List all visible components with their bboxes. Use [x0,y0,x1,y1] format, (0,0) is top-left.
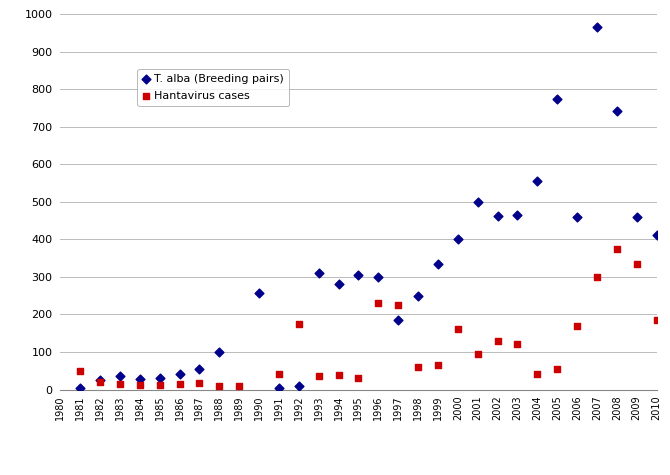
Hantavirus cases [452,326,463,333]
T. alba (Breeding pairs) [552,95,563,103]
Hantavirus cases [373,299,384,307]
T. alba (Breeding pairs) [512,211,523,219]
Hantavirus cases [532,370,543,378]
T. alba (Breeding pairs) [572,213,582,221]
Hantavirus cases [592,273,602,281]
T. alba (Breeding pairs) [452,236,463,243]
T. alba (Breeding pairs) [433,260,444,267]
Hantavirus cases [194,379,205,387]
Hantavirus cases [651,316,662,324]
T. alba (Breeding pairs) [273,384,284,391]
Hantavirus cases [234,383,245,390]
Hantavirus cases [115,380,125,388]
Hantavirus cases [94,378,105,386]
Hantavirus cases [631,260,642,267]
Hantavirus cases [552,365,563,373]
T. alba (Breeding pairs) [532,178,543,185]
Hantavirus cases [273,370,284,378]
T. alba (Breeding pairs) [631,213,642,221]
T. alba (Breeding pairs) [194,365,205,373]
Hantavirus cases [612,245,622,253]
Hantavirus cases [413,363,423,371]
Hantavirus cases [492,337,503,344]
T. alba (Breeding pairs) [353,271,364,279]
Hantavirus cases [472,350,483,358]
T. alba (Breeding pairs) [154,374,165,382]
T. alba (Breeding pairs) [373,273,384,281]
Hantavirus cases [333,371,344,379]
T. alba (Breeding pairs) [492,212,503,220]
T. alba (Breeding pairs) [413,292,423,300]
Hantavirus cases [314,372,324,380]
Legend: T. alba (Breeding pairs), Hantavirus cases: T. alba (Breeding pairs), Hantavirus cas… [137,68,289,106]
Hantavirus cases [75,368,86,375]
T. alba (Breeding pairs) [214,348,224,356]
Hantavirus cases [393,301,403,309]
T. alba (Breeding pairs) [174,370,185,378]
Hantavirus cases [293,320,304,328]
Hantavirus cases [512,341,523,348]
Hantavirus cases [154,381,165,389]
T. alba (Breeding pairs) [293,382,304,390]
T. alba (Breeding pairs) [592,24,602,31]
T. alba (Breeding pairs) [472,198,483,206]
Hantavirus cases [572,322,582,330]
Hantavirus cases [353,374,364,382]
T. alba (Breeding pairs) [94,376,105,384]
T. alba (Breeding pairs) [651,231,662,238]
Hantavirus cases [135,381,145,389]
T. alba (Breeding pairs) [115,372,125,380]
T. alba (Breeding pairs) [254,289,265,296]
T. alba (Breeding pairs) [612,107,622,115]
T. alba (Breeding pairs) [75,384,86,391]
Hantavirus cases [174,380,185,388]
T. alba (Breeding pairs) [314,269,324,277]
Hantavirus cases [433,361,444,369]
T. alba (Breeding pairs) [393,316,403,324]
Hantavirus cases [214,382,224,390]
T. alba (Breeding pairs) [135,375,145,383]
T. alba (Breeding pairs) [333,281,344,288]
